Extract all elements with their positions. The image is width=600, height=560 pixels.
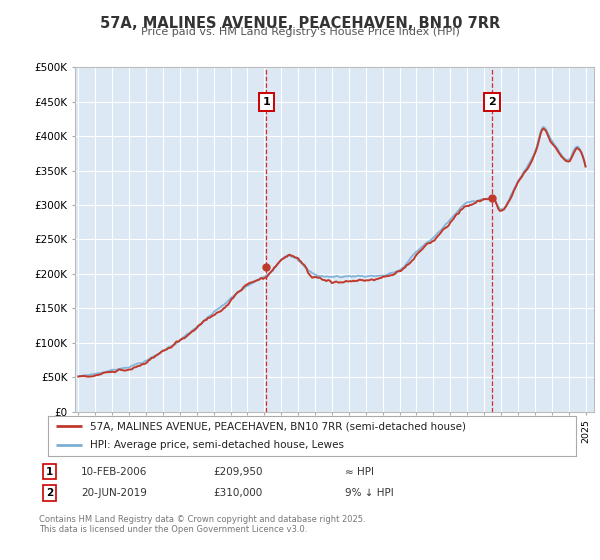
Text: 10-FEB-2006: 10-FEB-2006 [81,466,148,477]
Text: 57A, MALINES AVENUE, PEACEHAVEN, BN10 7RR: 57A, MALINES AVENUE, PEACEHAVEN, BN10 7R… [100,16,500,31]
Text: HPI: Average price, semi-detached house, Lewes: HPI: Average price, semi-detached house,… [90,440,344,450]
Text: 57A, MALINES AVENUE, PEACEHAVEN, BN10 7RR (semi-detached house): 57A, MALINES AVENUE, PEACEHAVEN, BN10 7R… [90,421,466,431]
Text: 2: 2 [488,97,496,106]
Text: £209,950: £209,950 [213,466,263,477]
Text: 2: 2 [46,488,53,498]
Text: ≈ HPI: ≈ HPI [345,466,374,477]
Text: 9% ↓ HPI: 9% ↓ HPI [345,488,394,498]
Text: 1: 1 [46,466,53,477]
Text: 20-JUN-2019: 20-JUN-2019 [81,488,147,498]
Text: This data is licensed under the Open Government Licence v3.0.: This data is licensed under the Open Gov… [39,525,307,534]
Text: Contains HM Land Registry data © Crown copyright and database right 2025.: Contains HM Land Registry data © Crown c… [39,515,365,524]
Text: Price paid vs. HM Land Registry's House Price Index (HPI): Price paid vs. HM Land Registry's House … [140,27,460,37]
Text: 1: 1 [262,97,270,106]
Text: £310,000: £310,000 [213,488,262,498]
